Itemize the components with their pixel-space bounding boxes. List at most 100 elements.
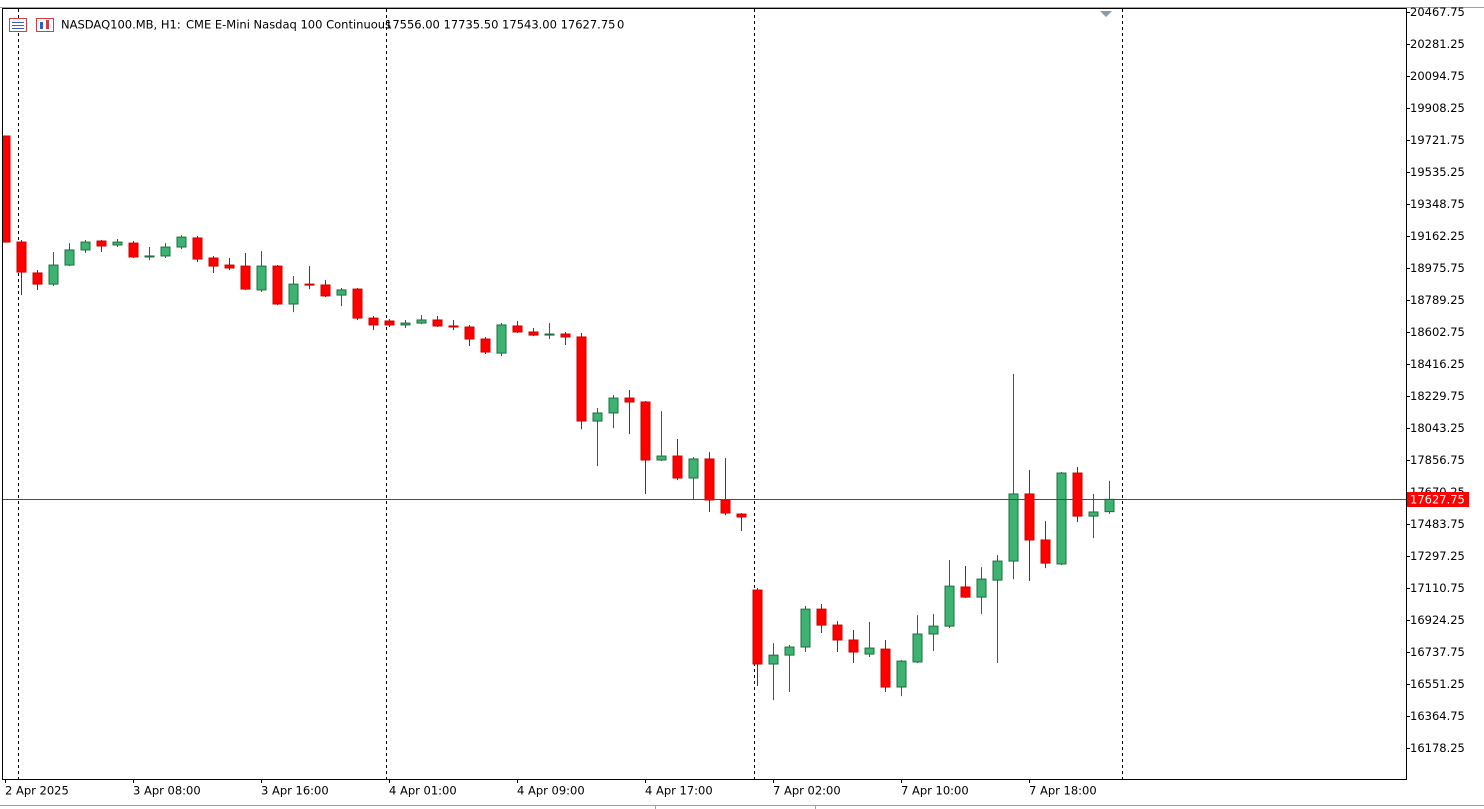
y-tick-label: 18229.75 xyxy=(1410,389,1465,403)
icon-chart xyxy=(36,18,54,32)
y-tick-label: 20094.75 xyxy=(1410,69,1465,83)
candle-body xyxy=(400,322,411,326)
icon-bar xyxy=(46,20,49,29)
candle-body xyxy=(848,639,859,653)
candle-body xyxy=(224,264,235,269)
last-price-label: 17627.75 xyxy=(1410,493,1465,507)
candle-body xyxy=(912,633,923,663)
candle-body xyxy=(256,265,267,291)
candle-body xyxy=(112,241,123,246)
x-tick-label: 7 Apr 02:00 xyxy=(773,784,841,798)
candle-body xyxy=(128,242,139,258)
candle-body xyxy=(1088,511,1099,517)
candle-body xyxy=(880,648,891,688)
y-tick-label: 16551.25 xyxy=(1410,677,1465,691)
candle-body xyxy=(1024,493,1035,541)
candle-body xyxy=(416,319,427,324)
candle-body xyxy=(864,647,875,655)
header-volume: 0 xyxy=(617,18,624,32)
day-separators xyxy=(18,9,1123,779)
candle-body xyxy=(96,240,107,247)
candle-body xyxy=(3,135,11,243)
candle-body xyxy=(720,499,731,514)
candle-body xyxy=(544,333,555,336)
y-tick-label: 18975.75 xyxy=(1410,261,1465,275)
candle-body xyxy=(176,236,187,248)
candle-body xyxy=(992,560,1003,581)
y-tick-label: 20467.75 xyxy=(1410,5,1465,19)
header-icons xyxy=(9,18,54,32)
candle-body xyxy=(672,455,683,479)
candle-body xyxy=(80,241,91,251)
candle-body xyxy=(656,455,667,461)
candle-body xyxy=(240,265,251,290)
x-tick-label: 7 Apr 10:00 xyxy=(901,784,969,798)
header-ohlc: 17556.00 17735.50 17543.00 17627.75 xyxy=(385,18,615,32)
y-tick-label: 17483.75 xyxy=(1410,517,1465,531)
y-tick-label: 16364.75 xyxy=(1410,709,1465,723)
candle-body xyxy=(976,578,987,598)
header-description: CME E-Mini Nasdaq 100 Continuous xyxy=(186,18,391,32)
candle-body xyxy=(464,326,475,340)
candle-body xyxy=(1040,539,1051,564)
candle-body xyxy=(576,336,587,422)
candle-body xyxy=(144,255,155,258)
candle-body xyxy=(160,246,171,257)
candle-body xyxy=(816,608,827,626)
y-tick-label: 17297.25 xyxy=(1410,549,1465,563)
y-tick-label: 19162.25 xyxy=(1410,229,1465,243)
candle-body xyxy=(1104,498,1115,513)
y-tick-label: 17110.75 xyxy=(1410,581,1465,595)
candle-body xyxy=(320,284,331,297)
x-tick-label: 7 Apr 18:00 xyxy=(1029,784,1097,798)
y-tick-label: 19908.25 xyxy=(1410,101,1465,115)
candle-body xyxy=(512,325,523,333)
candle-body xyxy=(480,338,491,353)
y-tick-label: 18416.25 xyxy=(1410,357,1465,371)
candle-body xyxy=(592,412,603,422)
y-tick-label: 18789.25 xyxy=(1410,293,1465,307)
candle-body xyxy=(368,317,379,326)
shift-marker xyxy=(1100,11,1112,17)
candle-body xyxy=(1072,472,1083,517)
candle-body xyxy=(272,265,283,305)
plot xyxy=(3,135,1115,701)
x-tick-label: 4 Apr 09:00 xyxy=(517,784,585,798)
candle-body xyxy=(640,401,651,461)
candle-body xyxy=(192,237,203,260)
x-tick-label: 3 Apr 08:00 xyxy=(133,784,201,798)
candle-body xyxy=(800,608,811,648)
x-tick-label: 4 Apr 17:00 xyxy=(645,784,713,798)
y-tick-label: 18043.25 xyxy=(1410,421,1465,435)
x-tick-label: 4 Apr 01:00 xyxy=(389,784,457,798)
candle-body xyxy=(48,264,59,285)
last-price-box xyxy=(1407,492,1469,507)
candle-body xyxy=(944,585,955,627)
candle-body xyxy=(32,272,43,285)
candle-body xyxy=(560,333,571,338)
candle-body xyxy=(704,458,715,501)
candle-body xyxy=(448,325,459,328)
candle-body xyxy=(736,513,747,518)
candle-body xyxy=(304,283,315,286)
y-tick-label: 19721.75 xyxy=(1410,133,1465,147)
candle-body xyxy=(768,654,779,665)
candle-body xyxy=(752,589,763,665)
candle-body xyxy=(1056,472,1067,565)
candle-body xyxy=(384,320,395,326)
y-tick-label: 17856.75 xyxy=(1410,453,1465,467)
y-tick-label: 16178.25 xyxy=(1410,741,1465,755)
candle-body xyxy=(432,319,443,327)
candle-body xyxy=(208,257,219,267)
candle-body xyxy=(496,324,507,354)
candle-body xyxy=(352,288,363,319)
y-tick-label: 19348.75 xyxy=(1410,197,1465,211)
candle-body xyxy=(16,241,27,273)
candle-body xyxy=(960,586,971,598)
candle-body xyxy=(784,646,795,656)
candle-body xyxy=(528,331,539,336)
y-tick-label: 16737.75 xyxy=(1410,645,1465,659)
